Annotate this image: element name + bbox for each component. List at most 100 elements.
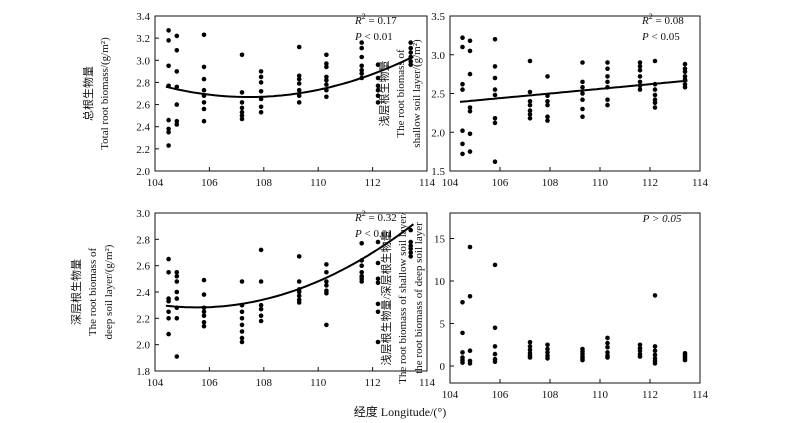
y-tick-label: 0 (440, 361, 446, 373)
data-point (239, 52, 245, 58)
x-tick-label: 104 (147, 377, 164, 389)
data-point (296, 279, 302, 284)
data-point (682, 61, 688, 67)
y-tick-label: 15 (434, 234, 446, 246)
data-point (324, 82, 329, 87)
data-point (201, 76, 207, 82)
p-value-text: < 0.01 (362, 31, 393, 43)
y-tick-label: 10 (434, 276, 446, 288)
x-tick-label: 106 (492, 389, 509, 401)
x-tick-label: 112 (642, 389, 658, 401)
data-point (375, 301, 381, 307)
x-tick-label: 110 (310, 177, 327, 189)
panel-deep-root-biomass: 104 106 108 110 112 114 1.8 2.0 2.2 2.4 2.6 2.8 3.0 深… (69, 208, 436, 389)
data-point (324, 52, 329, 58)
data-point (467, 244, 473, 250)
data-point (201, 87, 207, 93)
data-point (296, 76, 302, 82)
data-point (201, 292, 207, 297)
data-point (201, 323, 207, 329)
y-tick-label: 2.0 (136, 340, 150, 352)
data-point (408, 250, 414, 255)
data-point (324, 291, 329, 296)
data-point (652, 92, 658, 98)
data-point (258, 318, 264, 324)
data-point (174, 354, 180, 359)
data-point (324, 270, 329, 275)
plot-frame (449, 212, 701, 384)
data-point (166, 316, 171, 321)
data-point (359, 54, 365, 60)
panel-total-root-biomass: 104 106 108 110 112 114 2.0 2.2 2.4 2.6 2.8 3.0 3.2 3… (81, 11, 436, 189)
data-point (408, 239, 414, 245)
r-squared-label: R2 = 0.17 (354, 12, 397, 27)
data-point (324, 61, 329, 66)
data-point (545, 74, 550, 79)
data-point (166, 298, 171, 304)
fit-curve (165, 223, 415, 309)
data-point (545, 114, 550, 119)
data-point (637, 87, 643, 92)
data-point (467, 361, 473, 366)
data-point (359, 270, 365, 275)
data-point (258, 96, 264, 102)
data-point (605, 102, 610, 108)
data-point (166, 143, 171, 148)
y-tick-label: 2.8 (136, 77, 150, 89)
data-point (408, 227, 414, 233)
data-point (492, 64, 498, 69)
x-tick-label: 112 (642, 177, 658, 189)
data-point (166, 331, 171, 337)
data-point (605, 355, 610, 360)
data-point (359, 63, 365, 69)
data-point (545, 356, 550, 361)
y-tick-label: 2.5 (431, 89, 445, 101)
data-point (467, 48, 473, 54)
data-point (174, 48, 180, 53)
data-point (239, 309, 245, 315)
data-point (492, 37, 498, 42)
data-point (174, 316, 180, 321)
data-point (652, 105, 658, 110)
data-point (682, 357, 688, 363)
data-point (637, 79, 643, 85)
data-point (467, 109, 473, 114)
data-point (527, 347, 533, 353)
data-point (166, 270, 171, 275)
data-point (408, 54, 414, 60)
data-point (258, 306, 264, 312)
data-point (460, 151, 465, 157)
y-tick-label: 2.6 (136, 261, 150, 273)
y-axis-label-line: 深层根生物量 (69, 259, 83, 325)
data-point (467, 71, 473, 77)
data-point (296, 289, 302, 295)
data-point (296, 293, 302, 299)
data-point (652, 81, 658, 87)
x-tick-label: 108 (542, 177, 559, 189)
data-point (324, 322, 329, 328)
data-point (258, 89, 264, 94)
p-value-label: P < 0.01 (354, 228, 393, 240)
data-point (467, 105, 473, 110)
p-value-text: < 0.01 (362, 228, 393, 240)
data-point (359, 279, 365, 284)
data-point (492, 262, 498, 268)
x-tick-label: 114 (692, 389, 709, 401)
data-point (492, 351, 498, 357)
x-tick-label: 108 (256, 377, 273, 389)
data-point (174, 296, 180, 301)
data-point (492, 120, 498, 126)
data-point (637, 60, 643, 65)
data-point (166, 117, 171, 123)
data-point (174, 33, 180, 39)
x-tick-label: 108 (256, 177, 273, 189)
data-point (375, 83, 381, 89)
data-point (460, 300, 465, 305)
y-axis-label-line: deep soil layer/(g/m²) (103, 244, 115, 339)
data-point (460, 35, 465, 40)
data-point (324, 87, 329, 93)
data-point (239, 302, 245, 308)
data-point (239, 110, 245, 115)
x-axis-label: 经度 Longitude/(°) (354, 404, 446, 419)
